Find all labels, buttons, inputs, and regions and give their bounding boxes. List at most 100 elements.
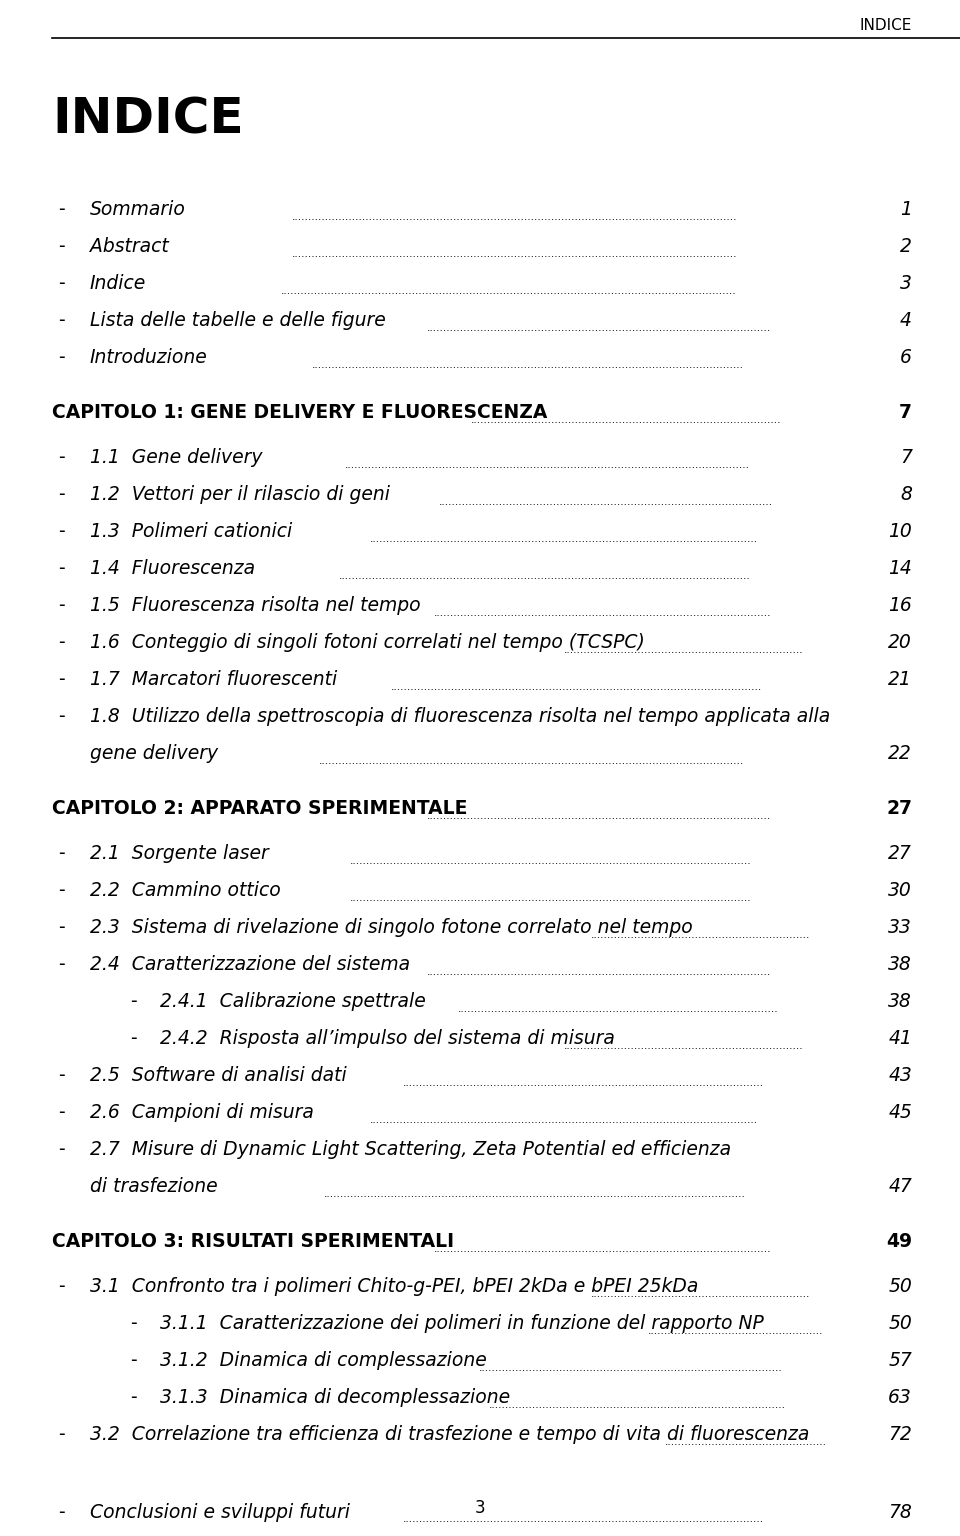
Text: 1.6  Conteggio di singoli fotoni correlati nel tempo (TCSPC): 1.6 Conteggio di singoli fotoni correlat… — [90, 633, 645, 651]
Text: -: - — [58, 707, 64, 727]
Text: 2.1  Sorgente laser: 2.1 Sorgente laser — [90, 843, 269, 863]
Text: .......................................................................: ........................................… — [564, 1041, 804, 1051]
Text: 30: 30 — [888, 882, 912, 900]
Text: ................................................................................: ........................................… — [490, 1399, 786, 1410]
Text: ................................................................................: ........................................… — [434, 1244, 771, 1253]
Text: 27: 27 — [888, 843, 912, 863]
Text: 57: 57 — [888, 1352, 912, 1370]
Text: 21: 21 — [888, 670, 912, 690]
Text: -: - — [58, 1425, 64, 1444]
Text: ................................................................................: ........................................… — [292, 212, 737, 221]
Text: ................................................................................: ........................................… — [370, 533, 757, 544]
Text: CAPITOLO 2: APPARATO SPERIMENTALE: CAPITOLO 2: APPARATO SPERIMENTALE — [52, 799, 468, 819]
Text: 3.1.1  Caratterizzazione dei polimeri in funzione del rapporto NP: 3.1.1 Caratterizzazione dei polimeri in … — [160, 1313, 764, 1333]
Text: ................................................................................: ........................................… — [324, 1189, 745, 1198]
Text: 22: 22 — [888, 743, 912, 763]
Text: -: - — [130, 1389, 136, 1407]
Text: -: - — [58, 1103, 64, 1121]
Text: 1.7  Marcatori fluorescenti: 1.7 Marcatori fluorescenti — [90, 670, 337, 690]
Text: ................................................................................: ........................................… — [319, 756, 744, 765]
Text: 3.2  Correlazione tra efficienza di trasfezione e tempo di vita di fluorescenza: 3.2 Correlazione tra efficienza di trasf… — [90, 1425, 809, 1444]
Text: ................................................................................: ........................................… — [427, 966, 772, 977]
Text: ................................................................................: ........................................… — [426, 811, 771, 820]
Text: 1.3  Polimeri cationici: 1.3 Polimeri cationici — [90, 522, 292, 541]
Text: 7: 7 — [900, 449, 912, 467]
Text: Sommario: Sommario — [90, 200, 186, 220]
Text: 27: 27 — [886, 799, 912, 819]
Text: INDICE: INDICE — [859, 18, 912, 32]
Text: ................................................................................: ........................................… — [370, 1115, 757, 1124]
Text: ................................................................................: ........................................… — [470, 415, 781, 424]
Text: 49: 49 — [886, 1232, 912, 1250]
Text: 6: 6 — [900, 349, 912, 367]
Text: -: - — [58, 670, 64, 690]
Text: 47: 47 — [888, 1177, 912, 1197]
Text: 41: 41 — [888, 1029, 912, 1048]
Text: ................................................................................: ........................................… — [350, 892, 752, 903]
Text: Introduzione: Introduzione — [90, 349, 207, 367]
Text: -: - — [58, 843, 64, 863]
Text: ................................................................................: ........................................… — [402, 1514, 764, 1524]
Text: -: - — [58, 349, 64, 367]
Text: 8: 8 — [900, 485, 912, 504]
Text: 14: 14 — [888, 559, 912, 578]
Text: -: - — [58, 310, 64, 330]
Text: -: - — [58, 596, 64, 614]
Text: ................................................................................: ........................................… — [427, 323, 772, 333]
Text: .................................................................: ........................................… — [590, 929, 810, 940]
Text: 2.3  Sistema di rivelazione di singolo fotone correlato nel tempo: 2.3 Sistema di rivelazione di singolo fo… — [90, 919, 693, 937]
Text: ................................................................................: ........................................… — [402, 1078, 764, 1087]
Text: 45: 45 — [888, 1103, 912, 1121]
Text: -: - — [58, 882, 64, 900]
Text: -: - — [58, 1502, 64, 1522]
Text: -: - — [58, 522, 64, 541]
Text: di trasfezione: di trasfezione — [90, 1177, 218, 1197]
Text: -: - — [130, 1029, 136, 1048]
Text: -: - — [58, 633, 64, 651]
Text: 78: 78 — [888, 1502, 912, 1522]
Text: 1.5  Fluorescenza risolta nel tempo: 1.5 Fluorescenza risolta nel tempo — [90, 596, 420, 614]
Text: 2.4  Caratterizzazione del sistema: 2.4 Caratterizzazione del sistema — [90, 955, 410, 974]
Text: 10: 10 — [888, 522, 912, 541]
Text: 2: 2 — [900, 237, 912, 257]
Text: ................................................................................: ........................................… — [439, 496, 773, 507]
Text: -: - — [130, 1313, 136, 1333]
Text: ................................................................................: ........................................… — [350, 856, 752, 866]
Text: Indice: Indice — [90, 273, 146, 293]
Text: ................................................................................: ........................................… — [479, 1362, 783, 1373]
Text: gene delivery: gene delivery — [90, 743, 218, 763]
Text: -: - — [58, 559, 64, 578]
Text: 2.7  Misure di Dynamic Light Scattering, Zeta Potential ed efficienza: 2.7 Misure di Dynamic Light Scattering, … — [90, 1140, 732, 1160]
Text: CAPITOLO 1: GENE DELIVERY E FLUORESCENZA: CAPITOLO 1: GENE DELIVERY E FLUORESCENZA — [52, 402, 547, 422]
Text: Lista delle tabelle e delle figure: Lista delle tabelle e delle figure — [90, 310, 386, 330]
Text: 38: 38 — [888, 955, 912, 974]
Text: Conclusioni e sviluppi futuri: Conclusioni e sviluppi futuri — [90, 1502, 350, 1522]
Text: CAPITOLO 3: RISULTATI SPERIMENTALI: CAPITOLO 3: RISULTATI SPERIMENTALI — [52, 1232, 454, 1250]
Text: -: - — [58, 1276, 64, 1296]
Text: 3.1  Confronto tra i polimeri Chito-g-PEI, bPEI 2kDa e bPEI 25kDa: 3.1 Confronto tra i polimeri Chito-g-PEI… — [90, 1276, 698, 1296]
Text: INDICE: INDICE — [52, 95, 244, 143]
Text: 3.1.3  Dinamica di decomplessazione: 3.1.3 Dinamica di decomplessazione — [160, 1389, 510, 1407]
Text: 2.6  Campioni di misura: 2.6 Campioni di misura — [90, 1103, 314, 1121]
Text: -: - — [130, 992, 136, 1011]
Text: ....................................................: ........................................… — [647, 1326, 823, 1336]
Text: 4: 4 — [900, 310, 912, 330]
Text: 2.2  Cammino ottico: 2.2 Cammino ottico — [90, 882, 280, 900]
Text: ................................................................................: ........................................… — [292, 249, 737, 258]
Text: ................................................: ........................................… — [664, 1436, 827, 1447]
Text: ................................................................................: ........................................… — [312, 359, 744, 370]
Text: ................................................................................: ........................................… — [458, 1003, 779, 1014]
Text: ................................................................................: ........................................… — [391, 682, 762, 691]
Text: 50: 50 — [888, 1276, 912, 1296]
Text: -: - — [58, 449, 64, 467]
Text: 2.4.2  Risposta all’impulso del sistema di misura: 2.4.2 Risposta all’impulso del sistema d… — [160, 1029, 614, 1048]
Text: 3: 3 — [474, 1499, 486, 1518]
Text: 7: 7 — [899, 402, 912, 422]
Text: .................................................................: ........................................… — [590, 1289, 810, 1298]
Text: -: - — [58, 237, 64, 257]
Text: -: - — [58, 485, 64, 504]
Text: ................................................................................: ........................................… — [338, 571, 750, 581]
Text: 3: 3 — [900, 273, 912, 293]
Text: 1.4  Fluorescenza: 1.4 Fluorescenza — [90, 559, 255, 578]
Text: ................................................................................: ........................................… — [434, 608, 772, 617]
